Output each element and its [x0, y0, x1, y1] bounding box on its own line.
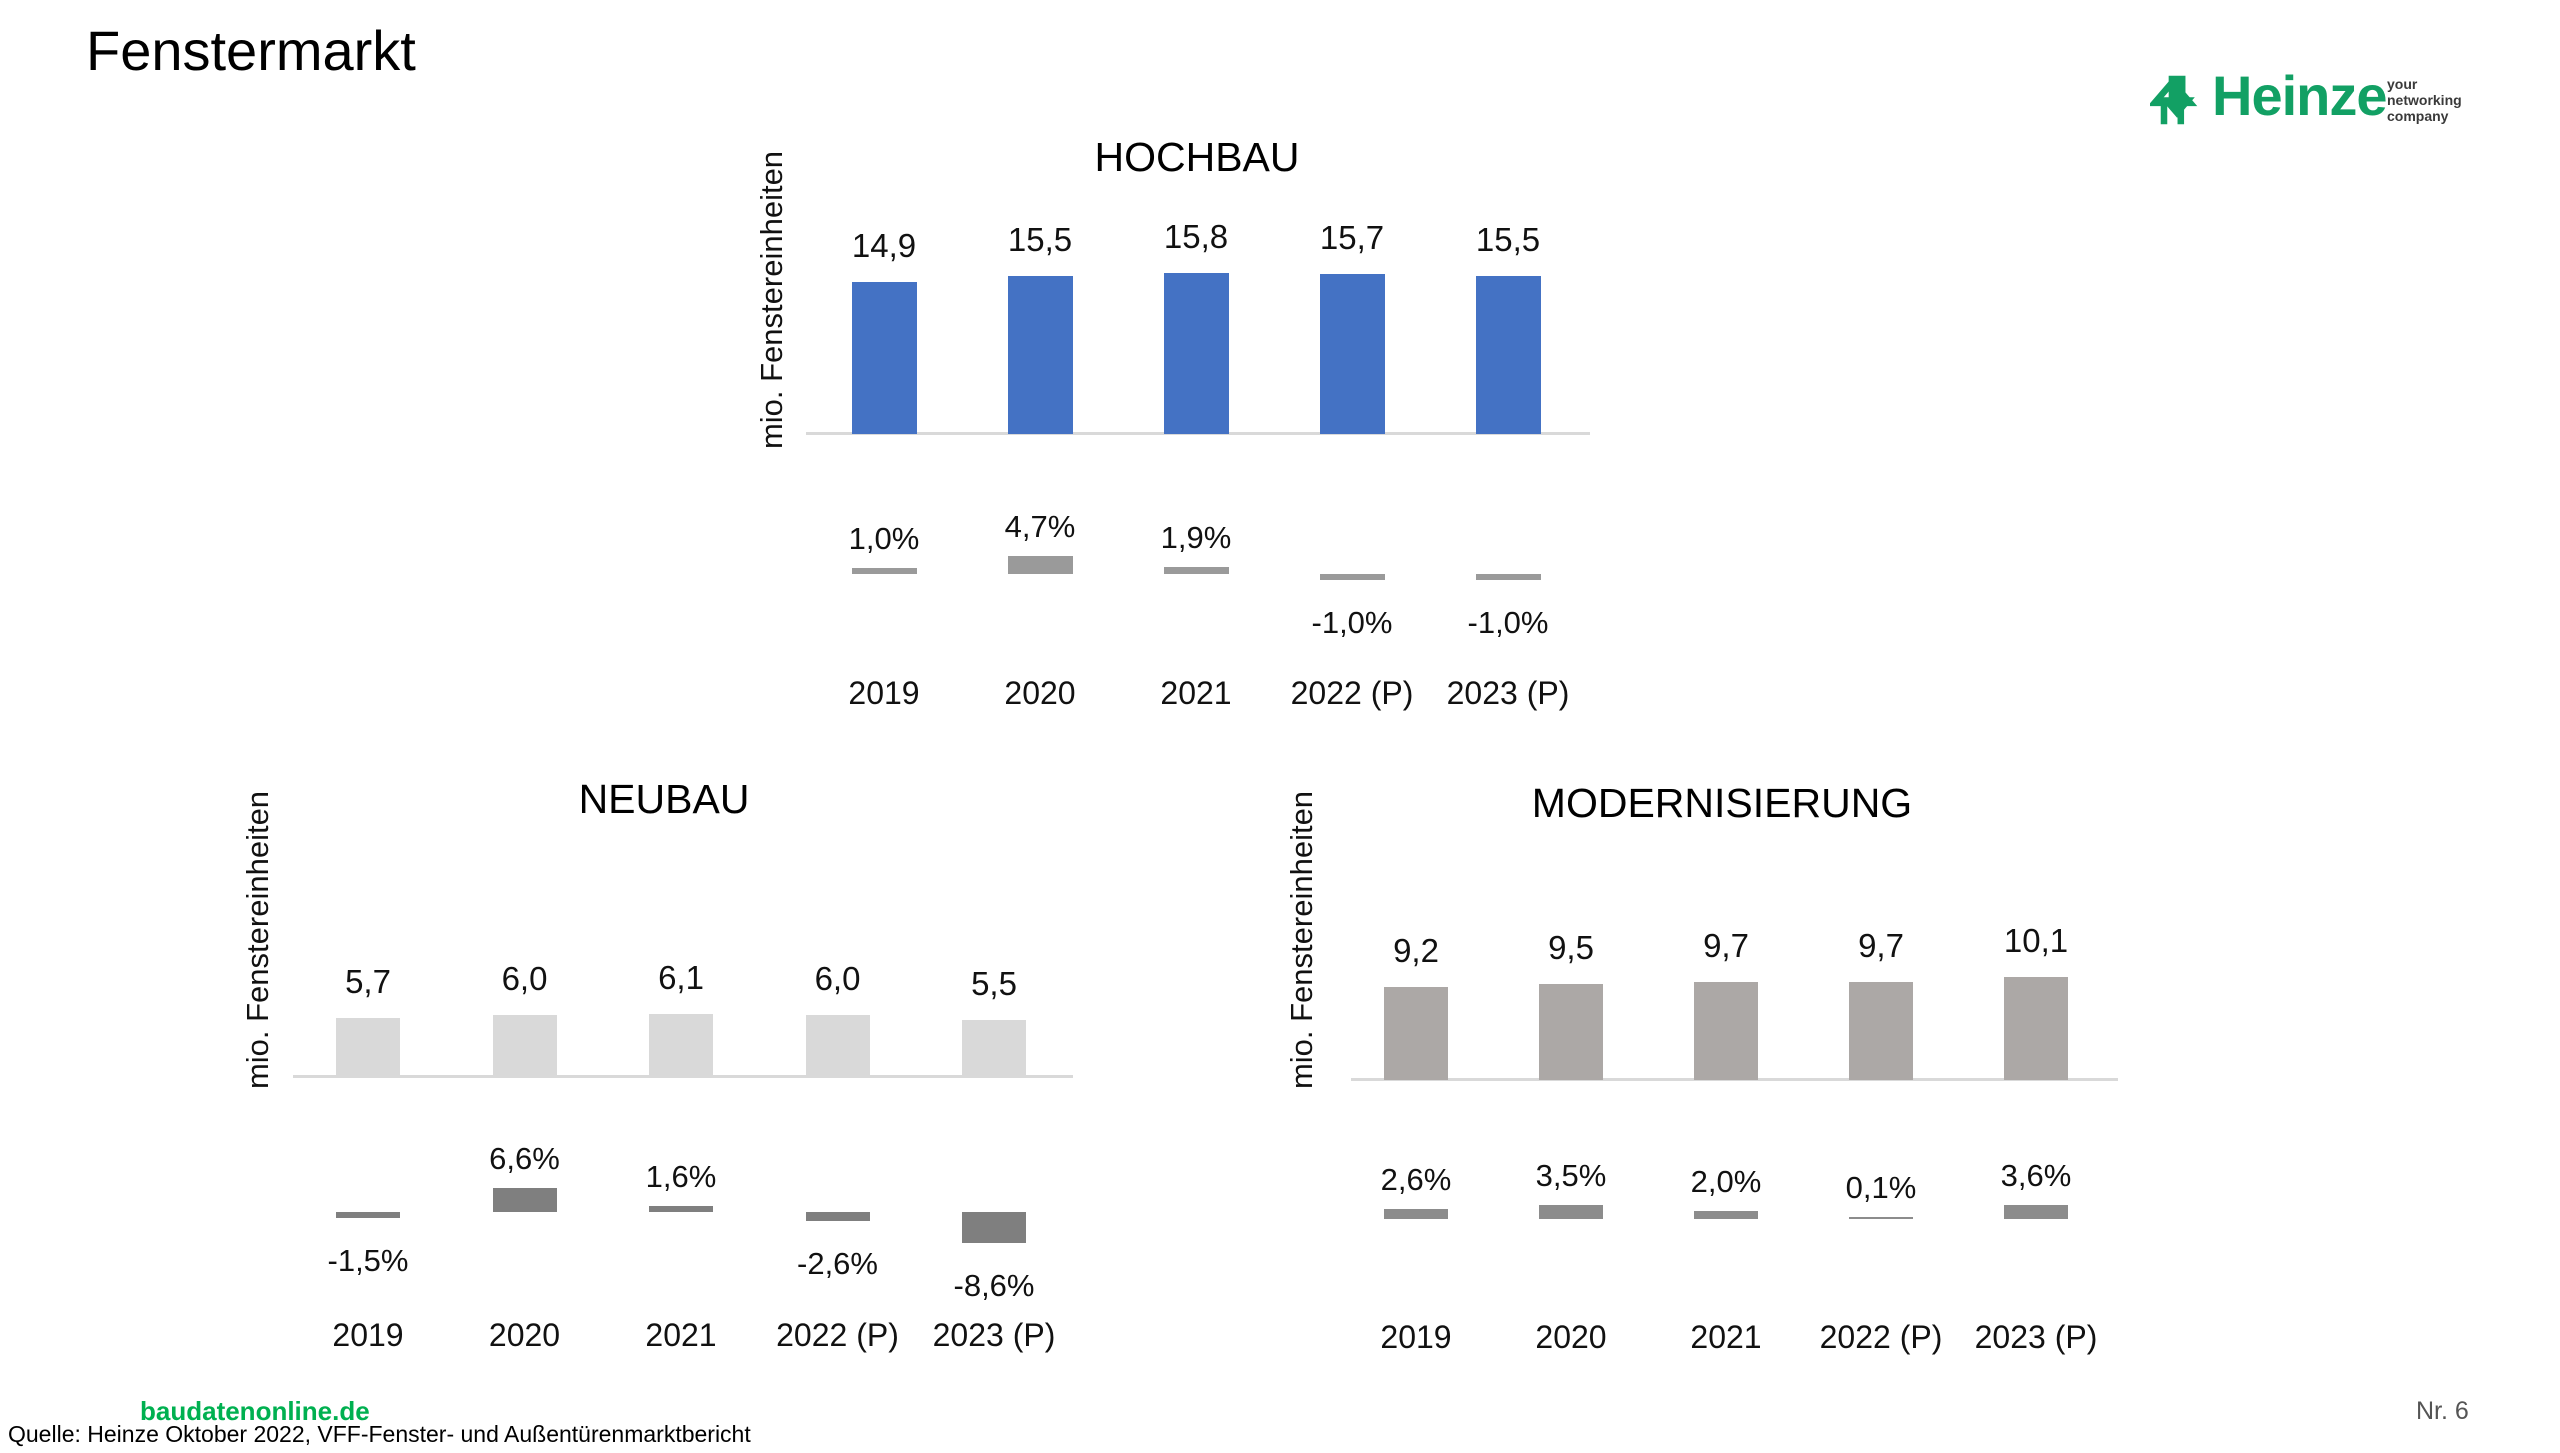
modernisierung-pct-label: 2,0% [1690, 1164, 1762, 1199]
hochbau-value-label: 15,5 [1475, 221, 1541, 258]
hochbau-pct-label: 1,0% [848, 521, 920, 556]
hochbau-bar [1476, 276, 1541, 434]
modernisierung-bar [1849, 982, 1913, 1080]
modernisierung-bar [1539, 984, 1603, 1080]
neubau-pct-bar [649, 1206, 713, 1212]
hochbau-y-axis-label: mio. Fenstereinheiten [754, 150, 789, 450]
modernisierung-bar [2004, 977, 2068, 1080]
modernisierung-category-label: 2020 [1535, 1319, 1607, 1355]
neubau-bar [806, 1015, 870, 1077]
hochbau-pct-label: -1,0% [1311, 605, 1393, 640]
hochbau-pct-bar [1320, 574, 1385, 580]
neubau-value-label: 6,1 [658, 959, 704, 996]
modernisierung-category-label: 2023 (P) [1974, 1319, 2098, 1355]
modernisierung-pct-label: 2,6% [1380, 1162, 1452, 1197]
heinze-arrows-icon [2150, 75, 2198, 125]
neubau-pct-bar [493, 1188, 557, 1212]
modernisierung-pct-bar [2004, 1205, 2068, 1219]
page-title: Fenstermarkt [86, 19, 416, 82]
logo-tagline-line: your [2387, 76, 2418, 92]
neubau-value-label: 6,0 [501, 960, 548, 997]
modernisierung-pct-bar [1694, 1211, 1758, 1219]
hochbau-pct-bar [1164, 567, 1229, 574]
modernisierung-category-label: 2021 [1690, 1319, 1762, 1355]
footer-source-text: Quelle: Heinze Oktober 2022, VFF-Fenster… [8, 1421, 751, 1447]
neubau-chart-title: NEUBAU [578, 776, 750, 822]
modernisierung-pct-bar [1849, 1217, 1913, 1219]
neubau-pct-bar [962, 1212, 1026, 1243]
neubau-bar [649, 1014, 713, 1077]
neubau-category-label: 2019 [332, 1317, 404, 1353]
neubau-bar [962, 1020, 1026, 1077]
modernisierung-bar [1384, 987, 1448, 1080]
modernisierung-bar [1694, 982, 1758, 1080]
hochbau-pct-bar [852, 568, 917, 574]
neubau-pct-label: 6,6% [489, 1141, 560, 1176]
neubau-pct-label: -8,6% [953, 1268, 1035, 1303]
modernisierung-value-label: 9,7 [1858, 927, 1904, 964]
hochbau-value-label: 15,5 [1007, 221, 1073, 258]
modernisierung-pct-label: 3,5% [1535, 1158, 1607, 1193]
modernisierung-pct-bar [1539, 1205, 1603, 1219]
hochbau-value-label: 14,9 [851, 227, 917, 264]
neubau-pct-label: -2,6% [797, 1246, 878, 1281]
modernisierung-category-label: 2022 (P) [1819, 1319, 1943, 1355]
hochbau-bar [1008, 276, 1073, 434]
hochbau-bar [852, 282, 917, 434]
neubau-value-label: 6,0 [814, 960, 861, 997]
modernisierung-chart-title: MODERNISIERUNG [1531, 780, 1913, 826]
neubau-bar [336, 1018, 400, 1077]
hochbau-chart-title: HOCHBAU [1094, 134, 1300, 180]
modernisierung-pct-bar [1384, 1209, 1448, 1219]
hochbau-value-label: 15,7 [1319, 219, 1385, 256]
hochbau-category-label: 2022 (P) [1290, 675, 1414, 711]
neubau-category-label: 2021 [645, 1317, 717, 1353]
logo-brand-text: Heinze [2212, 64, 2387, 127]
hochbau-bar [1164, 273, 1229, 434]
hochbau-pct-bar [1476, 574, 1541, 580]
modernisierung-value-label: 10,1 [2003, 922, 2069, 959]
modernisierung-value-label: 9,5 [1548, 929, 1594, 966]
logo-tagline-line: networking [2387, 92, 2462, 108]
footer-website-link[interactable]: baudatenonline.de [140, 1396, 370, 1426]
modernisierung-category-label: 2019 [1380, 1319, 1452, 1355]
hochbau-category-label: 2021 [1160, 675, 1232, 711]
hochbau-pct-bar [1008, 556, 1073, 574]
hochbau-category-label: 2020 [1004, 675, 1076, 711]
neubau-pct-label: -1,5% [327, 1243, 409, 1278]
neubau-category-label: 2023 (P) [932, 1317, 1056, 1353]
hochbau-value-label: 15,8 [1163, 218, 1229, 255]
logo-tagline: your networking company [2387, 76, 2462, 124]
neubau-pct-bar [806, 1212, 870, 1221]
neubau-pct-bar [336, 1212, 400, 1218]
heinze-logo: Heinze your networking company [2150, 66, 2530, 132]
neubau-category-label: 2020 [488, 1317, 561, 1353]
neubau-y-axis-label: mio. Fenstereinheiten [240, 790, 275, 1090]
modernisierung-pct-label: 0,1% [1845, 1170, 1917, 1205]
neubau-value-label: 5,5 [971, 965, 1017, 1002]
hochbau-pct-label: 4,7% [1004, 509, 1076, 544]
logo-tagline-line: company [2387, 108, 2449, 124]
hochbau-category-label: 2023 (P) [1446, 675, 1570, 711]
modernisierung-value-label: 9,2 [1393, 932, 1439, 969]
hochbau-bar [1320, 274, 1385, 434]
neubau-bar [493, 1015, 557, 1077]
neubau-value-label: 5,7 [345, 963, 391, 1000]
modernisierung-pct-label: 3,6% [2000, 1158, 2072, 1193]
modernisierung-value-label: 9,7 [1703, 927, 1749, 964]
neubau-pct-label: 1,6% [645, 1159, 717, 1194]
neubau-category-label: 2022 (P) [776, 1317, 899, 1353]
hochbau-category-label: 2019 [848, 675, 920, 711]
hochbau-pct-label: -1,0% [1467, 605, 1549, 640]
page-number: Nr. 6 [2416, 1397, 2469, 1425]
modernisierung-y-axis-label: mio. Fenstereinheiten [1284, 790, 1319, 1090]
hochbau-pct-label: 1,9% [1160, 520, 1232, 555]
